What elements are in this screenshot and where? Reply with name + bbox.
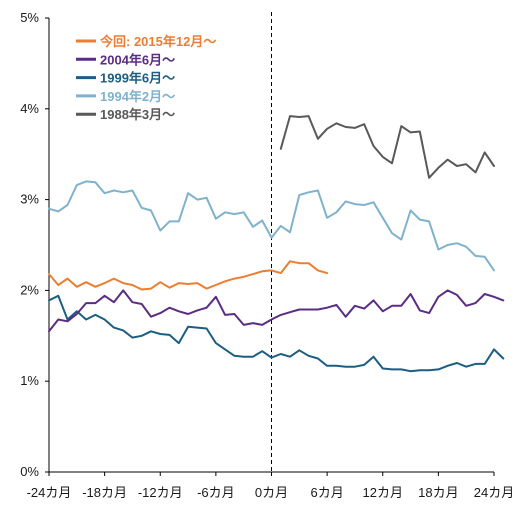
legend: 今回: 2015年12月〜 2004年6月〜 1999年6月〜 1994年2月〜 198…: [76, 34, 216, 122]
legend-label: 今回: 2015年12月〜: [99, 34, 216, 49]
series-line-5: [279, 115, 495, 179]
series-line-3: [48, 294, 505, 373]
y-tick-label: 3%: [20, 192, 39, 207]
x-tick-label: 12カ月: [363, 485, 403, 500]
y-tick-label: 5%: [20, 10, 39, 25]
y-tick-label: 0%: [20, 464, 39, 479]
x-tick-label: -18カ月: [82, 485, 127, 500]
series-line-4: [48, 180, 495, 272]
legend-label: 1994年2月〜: [100, 89, 175, 104]
axes: 0% 1% 2% 3% 4% 5% -24カ月 -18カ月 -12カ月 -6カ月 0カ月 6カ月 12カ…: [20, 10, 514, 500]
x-tick-label: 6カ月: [311, 485, 344, 500]
y-tick-label: 2%: [20, 282, 39, 297]
x-tick-label: -12カ月: [138, 485, 183, 500]
x-tick-label: 0カ月: [255, 485, 288, 500]
x-tick-label: -6カ月: [197, 485, 235, 500]
x-tick-label: 18カ月: [418, 485, 458, 500]
x-tick-label: 24カ月: [474, 485, 514, 500]
series-line-1: [48, 260, 329, 291]
y-tick-label: 4%: [20, 101, 39, 116]
series-line-2: [48, 289, 505, 333]
legend-label: 2004年6月〜: [100, 52, 175, 67]
legend-label: 1999年6月〜: [100, 71, 175, 86]
series-layer: [48, 115, 505, 373]
legend-label: 1988年3月〜: [100, 107, 175, 122]
y-tick-label: 1%: [20, 373, 39, 388]
x-tick-label: -24カ月: [27, 485, 72, 500]
